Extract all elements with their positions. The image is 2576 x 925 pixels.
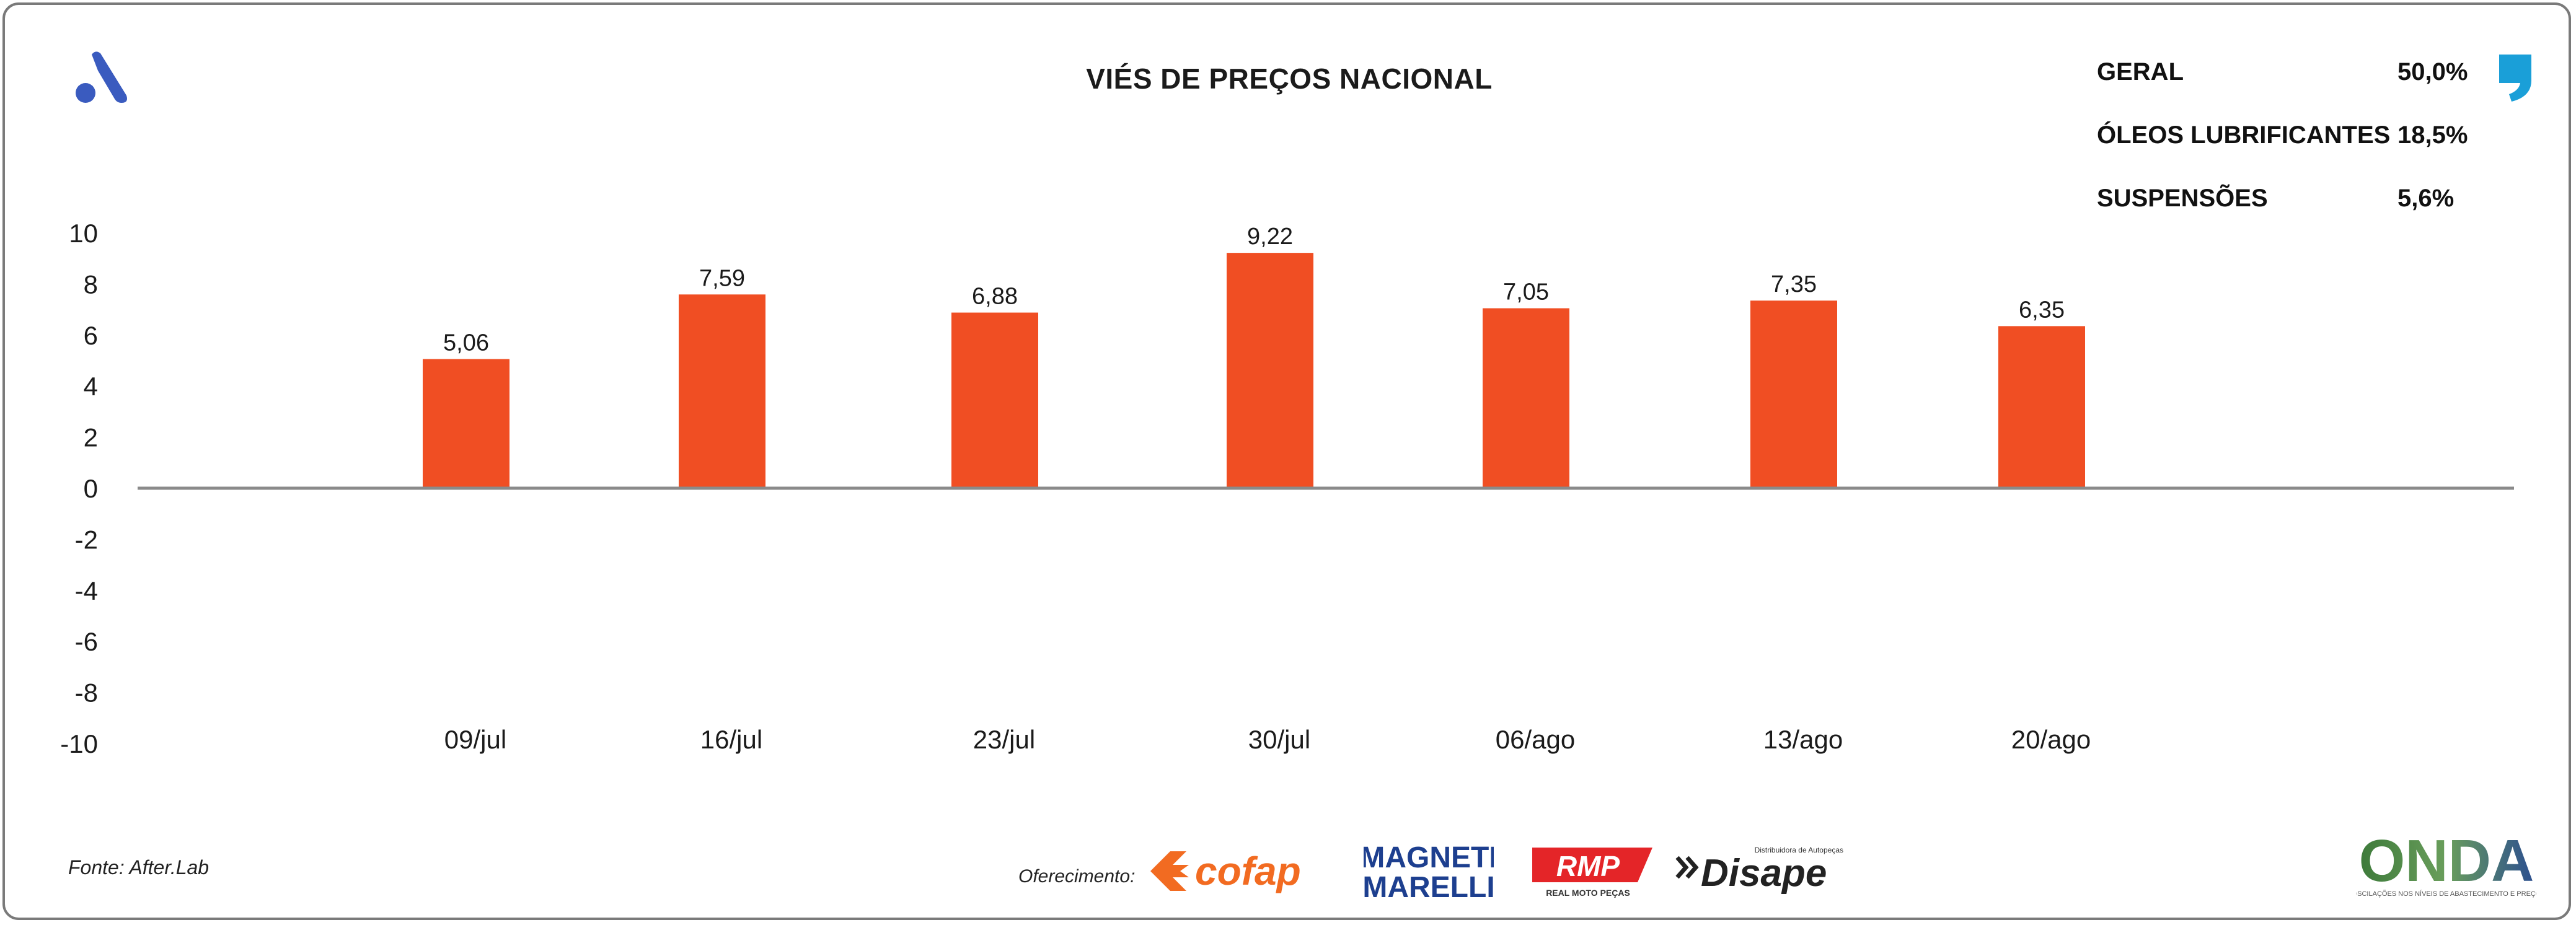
kpi-value-suspensoes: 5,6% (2397, 185, 2455, 212)
quote-mark-icon (2499, 55, 2531, 102)
x-tick-label: 06/ago (1496, 725, 1575, 754)
y-tick-label: 8 (84, 270, 98, 299)
bar-value-label: 6,35 (2019, 297, 2065, 323)
magneti-marelli-logo: MAGNETI MARELLI (1364, 841, 1494, 902)
rmp-logo-text: RMP (1556, 850, 1620, 882)
cofap-logo-text: cofap (1195, 849, 1301, 893)
brand-logo-icon (76, 51, 127, 103)
x-tick-label: 16/jul (700, 725, 762, 754)
x-tick-label: 13/ago (1763, 725, 1843, 754)
bar-value-label: 7,05 (1503, 279, 1549, 305)
x-tick-label: 20/ago (2011, 725, 2091, 754)
x-tick-label: 23/jul (973, 725, 1035, 754)
bar-value-label: 7,35 (1771, 271, 1817, 297)
bar-value-label: 6,88 (972, 284, 1018, 310)
bar-20/ago (1998, 326, 2085, 488)
bar-09/jul (423, 359, 509, 488)
kpi-value-geral: 50,0% (2397, 58, 2468, 85)
y-tick-label: -10 (60, 729, 98, 758)
onda-logo-text: ONDA (2359, 830, 2534, 894)
y-tick-label: -4 (75, 576, 98, 605)
chart-title: VIÉS DE PREÇOS NACIONAL (1086, 63, 1493, 95)
y-tick-label: -8 (75, 678, 98, 708)
kpi-label-suspensoes: SUSPENSÕES (2097, 185, 2268, 212)
onda-logo: ONDA OSCILAÇÕES NOS NÍVEIS DE ABASTECIME… (2357, 830, 2536, 898)
kpi-value-oleos: 18,5% (2397, 121, 2468, 149)
y-tick-label: 10 (69, 219, 98, 248)
rmp-logo: RMP REAL MOTO PEÇAS (1532, 848, 1652, 898)
bar-value-label: 9,22 (1247, 224, 1293, 250)
y-tick-label: 6 (84, 321, 98, 350)
rmp-sub-text: REAL MOTO PEÇAS (1546, 888, 1630, 898)
x-tick-label: 30/jul (1248, 725, 1310, 754)
kpi-label-geral: GERAL (2097, 58, 2184, 85)
bar-value-label: 7,59 (699, 265, 745, 291)
bar-13/ago (1750, 300, 1837, 488)
kpi-label-oleos: ÓLEOS LUBRIFICANTES (2097, 121, 2391, 149)
onda-tagline: OSCILAÇÕES NOS NÍVEIS DE ABASTECIMENTO E… (2357, 890, 2536, 898)
y-tick-label: 4 (84, 372, 98, 401)
disape-logo: Disape Distribuidora de Autopeças (1675, 846, 1843, 895)
bar-30/jul (1227, 253, 1313, 488)
marelli-logo-text: MARELLI (1364, 871, 1494, 902)
disape-sub-text: Distribuidora de Autopeças (1755, 846, 1843, 854)
y-tick-label: -2 (75, 525, 98, 554)
sponsor-label: Oferecimento: (1018, 866, 1136, 887)
cofap-logo: cofap (1150, 849, 1301, 893)
y-tick-label: -6 (75, 627, 98, 656)
source-note: Fonte: After.Lab (68, 856, 210, 879)
magneti-logo-text: MAGNETI (1364, 841, 1494, 874)
bar-06/ago (1483, 308, 1569, 488)
y-tick-label: 2 (84, 423, 98, 452)
bar-23/jul (951, 312, 1038, 488)
bar-value-label: 5,06 (443, 330, 489, 356)
bar-16/jul (679, 294, 765, 488)
y-tick-label: 0 (84, 474, 98, 503)
x-tick-label: 09/jul (444, 725, 506, 754)
disape-logo-text: Disape (1701, 852, 1827, 895)
